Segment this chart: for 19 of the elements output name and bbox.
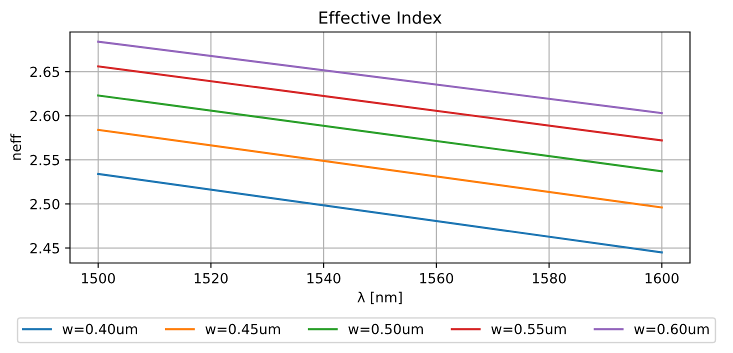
- y-tick-label: 2.65: [30, 66, 60, 78]
- legend-label: w=0.50um: [348, 324, 423, 334]
- x-tick-label: 1540: [307, 272, 340, 284]
- legend-label: w=0.60um: [634, 324, 709, 334]
- y-axis-title: neff: [10, 134, 22, 160]
- chart-title: Effective Index: [320, 11, 442, 24]
- x-tick-label: 1500: [82, 272, 115, 284]
- x-tick-label: 1520: [194, 272, 228, 284]
- x-tick-label: 1600: [646, 272, 679, 284]
- x-axis-title: λ [nm]: [358, 292, 402, 304]
- y-tick-label: 2.45: [30, 242, 60, 254]
- legend-label: w=0.45um: [205, 324, 280, 334]
- y-tick-label: 2.55: [30, 154, 60, 166]
- x-tick-label: 1580: [532, 272, 566, 284]
- y-tick-label: 2.50: [30, 198, 60, 210]
- legend-label: w=0.55um: [491, 324, 566, 334]
- legend-label: w=0.40um: [62, 324, 138, 334]
- y-tick-label: 2.60: [30, 110, 60, 122]
- x-tick-label: 1560: [420, 272, 454, 284]
